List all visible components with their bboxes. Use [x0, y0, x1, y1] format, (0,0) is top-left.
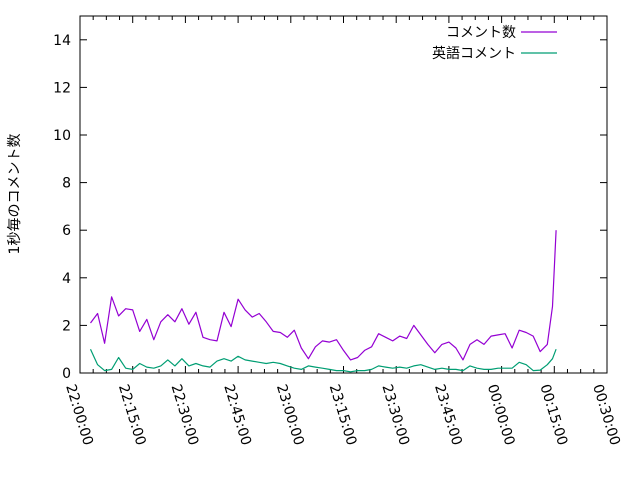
x-tick-label: 22:45:00 [220, 382, 254, 447]
x-tick-label: 23:00:00 [273, 382, 307, 447]
series-line-0 [90, 230, 557, 361]
y-axis-title: 1秒毎のコメント数 [7, 133, 23, 255]
x-tick-label: 22:15:00 [115, 382, 149, 447]
y-tick-label: 14 [53, 33, 71, 49]
legend-label: 英語コメント [432, 45, 516, 62]
x-tick-label: 00:30:00 [589, 382, 623, 447]
y-tick-label: 12 [53, 80, 71, 96]
y-tick-label: 10 [53, 128, 71, 144]
y-tick-label: 8 [62, 176, 71, 192]
x-axis: 22:00:00 22:15:00 22:30:00 22:45:00 23:00:00… [62, 16, 623, 447]
legend-entry-0: コメント数 [446, 25, 557, 41]
x-tick-label: 23:45:00 [431, 382, 465, 447]
legend-entry-1: 英語コメント [432, 45, 557, 62]
y-axis: 0 2 4 6 8 10 12 14 [53, 33, 607, 382]
x-tick-label: 00:15:00 [536, 382, 570, 447]
y-tick-label: 0 [62, 366, 71, 382]
x-tick-label: 23:15:00 [326, 382, 360, 447]
y-tick-label: 2 [62, 318, 71, 334]
y-tick-label: 6 [62, 223, 71, 239]
y-tick-label: 4 [62, 271, 71, 287]
legend-label: コメント数 [446, 25, 516, 41]
plot-border [79, 15, 608, 374]
x-tick-label: 23:30:00 [378, 382, 412, 447]
series-line-1 [89, 348, 557, 373]
x-tick-label: 22:30:00 [168, 382, 202, 447]
x-tick-label: 00:00:00 [484, 382, 518, 447]
x-tick-label: 22:00:00 [62, 382, 96, 447]
